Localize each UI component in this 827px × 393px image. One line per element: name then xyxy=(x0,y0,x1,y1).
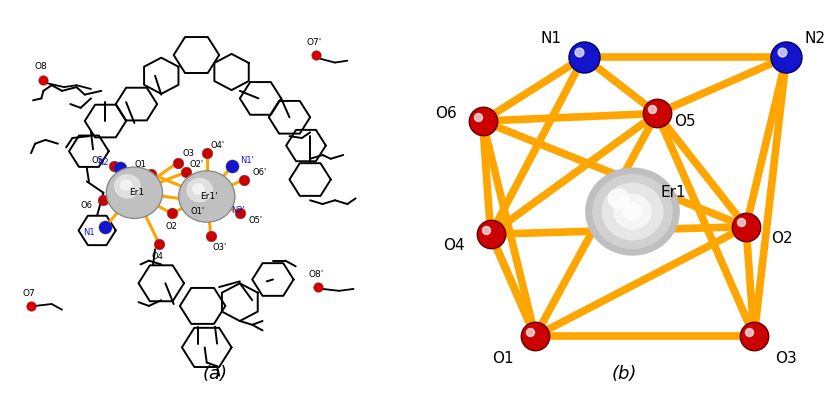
Text: O5: O5 xyxy=(91,156,103,165)
Circle shape xyxy=(593,175,672,248)
Point xyxy=(237,176,251,183)
Point xyxy=(645,106,658,112)
Point xyxy=(200,150,213,156)
Text: O6': O6' xyxy=(252,168,267,177)
Text: O7: O7 xyxy=(22,288,36,298)
Circle shape xyxy=(106,167,162,219)
Point xyxy=(217,201,230,207)
Point xyxy=(650,110,663,117)
Point xyxy=(188,197,201,204)
Point xyxy=(171,160,184,166)
Point xyxy=(309,52,323,58)
Text: O8: O8 xyxy=(35,62,48,71)
Point xyxy=(775,49,788,55)
Point xyxy=(528,333,542,339)
Point xyxy=(734,219,748,225)
Text: O5': O5' xyxy=(248,216,263,225)
Circle shape xyxy=(193,184,204,194)
Point xyxy=(152,241,165,247)
Point xyxy=(743,329,756,335)
Text: O6: O6 xyxy=(435,106,457,121)
Point xyxy=(225,163,238,169)
Point xyxy=(739,224,753,230)
Text: O5: O5 xyxy=(674,114,696,129)
Point xyxy=(99,224,112,230)
Point xyxy=(204,233,218,239)
Text: O2': O2' xyxy=(189,160,203,169)
Text: O7': O7' xyxy=(307,38,322,47)
Circle shape xyxy=(115,175,140,198)
Text: O1: O1 xyxy=(492,351,514,366)
Text: O2: O2 xyxy=(165,222,178,231)
Text: N2: N2 xyxy=(98,158,109,167)
Text: O3: O3 xyxy=(182,149,194,158)
Point xyxy=(748,333,761,339)
Point xyxy=(780,54,793,60)
Text: (b): (b) xyxy=(612,365,637,383)
Point xyxy=(484,231,497,237)
Text: N1: N1 xyxy=(541,31,562,46)
Text: O1: O1 xyxy=(135,160,146,169)
Circle shape xyxy=(121,180,131,190)
Point xyxy=(312,284,325,290)
Point xyxy=(144,171,157,177)
Point xyxy=(25,303,38,309)
Text: O3: O3 xyxy=(776,351,797,366)
Point xyxy=(179,169,193,175)
Circle shape xyxy=(614,194,651,229)
Text: O2: O2 xyxy=(772,231,793,246)
Point xyxy=(577,54,590,60)
Point xyxy=(523,329,537,335)
Text: N1': N1' xyxy=(241,156,254,165)
Circle shape xyxy=(602,184,662,240)
Point xyxy=(107,163,121,169)
Text: O8': O8' xyxy=(308,270,324,279)
Text: O4': O4' xyxy=(210,141,224,150)
Circle shape xyxy=(624,203,642,220)
Circle shape xyxy=(187,178,213,202)
Point xyxy=(479,226,492,233)
Circle shape xyxy=(108,168,161,217)
Point xyxy=(233,210,246,217)
Text: N2': N2' xyxy=(231,206,245,215)
Text: Er1: Er1 xyxy=(129,188,144,197)
Point xyxy=(471,113,485,119)
Text: O4: O4 xyxy=(151,252,163,261)
Text: Er1: Er1 xyxy=(661,185,686,200)
Text: O1': O1' xyxy=(190,207,205,216)
Text: N1: N1 xyxy=(83,228,95,237)
Text: O3': O3' xyxy=(212,243,227,252)
Point xyxy=(113,165,127,171)
Point xyxy=(572,49,586,55)
Point xyxy=(37,76,50,83)
Point xyxy=(97,197,110,204)
Text: O4: O4 xyxy=(443,238,465,253)
Circle shape xyxy=(608,189,629,208)
Text: (a): (a) xyxy=(203,365,227,383)
Circle shape xyxy=(586,168,679,255)
Circle shape xyxy=(180,172,233,221)
Circle shape xyxy=(179,171,235,222)
Point xyxy=(165,210,179,217)
Text: O6: O6 xyxy=(81,202,93,210)
Text: N2: N2 xyxy=(805,31,825,46)
Text: Er1': Er1' xyxy=(200,192,218,201)
Point xyxy=(476,118,489,124)
